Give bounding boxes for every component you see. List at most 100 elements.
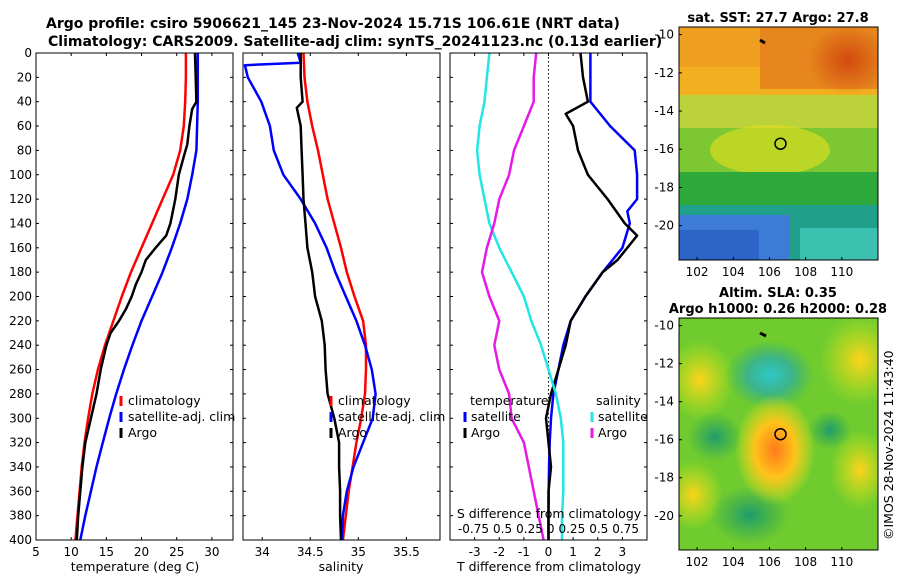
xtick-label: 1 — [569, 545, 577, 559]
ytick-label: 160 — [9, 241, 32, 255]
xtick-label: -2 — [493, 545, 505, 559]
salinity-panel: 34 34.5 35 35.5 salinity climatology satell… — [242, 52, 445, 574]
series-line-satellite-adj-clim — [79, 53, 200, 540]
secondary-tick-labels: -0.75 0.5 0.25 0 0.25 0.5 0.75 — [458, 522, 639, 536]
map-lat-label: -14 — [654, 395, 674, 409]
legend-label-argo: Argo — [128, 425, 157, 440]
xtick-label: 35 — [351, 545, 366, 559]
sla-map-image — [679, 318, 878, 550]
legend-label-climatology: climatology — [128, 393, 201, 408]
ytick-label: 380 — [9, 509, 32, 523]
secondary-tick-label: 0 — [547, 522, 555, 536]
series-line-t-argo — [544, 53, 639, 540]
difference-legend-right: salinity satellite Argo — [590, 393, 648, 440]
xtick-label: 34.5 — [297, 545, 324, 559]
difference-legend-left: temperature satellite Argo — [463, 393, 549, 440]
map-lon-label: 104 — [722, 555, 745, 569]
map-lon-label: 106 — [758, 265, 781, 279]
difference-panel: -3 -2 -1 0 1 2 3 T difference from climatology… — [449, 52, 648, 574]
xtick-label: -1 — [518, 545, 530, 559]
legend-label-t-argo: Argo — [471, 425, 500, 440]
map-lat-label: -16 — [654, 142, 674, 156]
map-lon-label: 108 — [794, 555, 817, 569]
salinity-xlabel: salinity — [319, 559, 364, 574]
ytick-label: 20 — [17, 70, 32, 84]
temperature-xlabel: temperature (deg C) — [71, 559, 200, 574]
legend-label-satellite: satellite-adj. clim — [338, 409, 445, 424]
map-lat-label: -20 — [654, 219, 674, 233]
secondary-tick-label: -0.75 — [458, 522, 489, 536]
sst-map-panel: sat. SST: 27.7 Argo: 27.8 102 104 106 108 11… — [654, 11, 879, 279]
footer-credit: ©IMOS 28-Nov-2024 11:43:40 — [881, 350, 896, 540]
series-line-s-satellite — [475, 53, 565, 540]
legend-title-temperature: temperature — [470, 393, 549, 408]
temperature-panel: 5 10 15 20 25 30 0 20 40 60 80 100 120 140 160 180 200 2… — [9, 46, 235, 574]
secondary-tick-label: 0.75 — [612, 522, 639, 536]
legend-label-climatology: climatology — [338, 393, 411, 408]
legend-label-s-satellite: satellite — [598, 409, 648, 424]
secondary-tick-label: 0.25 — [516, 522, 543, 536]
map-lon-label: 102 — [686, 555, 709, 569]
xtick-label: 0 — [545, 545, 553, 559]
ytick-label: 280 — [9, 387, 32, 401]
series-line-s-argo — [480, 53, 545, 540]
ytick-label: 220 — [9, 314, 32, 328]
sla-float-track — [759, 331, 767, 338]
ytick-label: 240 — [9, 338, 32, 352]
ytick-label: 40 — [17, 95, 32, 109]
ytick-label: 140 — [9, 216, 32, 230]
ytick-label: 60 — [17, 119, 32, 133]
salinity-axes-frame — [242, 52, 441, 541]
ytick-label: 80 — [17, 143, 32, 157]
ytick-label: 400 — [9, 533, 32, 547]
legend-title-salinity: salinity — [596, 393, 641, 408]
xtick-label: 20 — [134, 545, 149, 559]
sla-map-title-line1: Altim. SLA: 0.35 — [719, 286, 837, 301]
sst-map-image — [679, 27, 878, 260]
xtick-label: 34 — [255, 545, 270, 559]
figure-title-line1: Argo profile: csiro 5906621_145 23-Nov-2… — [46, 16, 620, 32]
sst-map-title: sat. SST: 27.7 Argo: 27.8 — [687, 11, 868, 26]
xtick-label: 30 — [204, 545, 219, 559]
xtick-label: 15 — [99, 545, 114, 559]
figure-title-line2: Climatology: CARS2009. Satellite-adj cli… — [48, 34, 662, 50]
map-lat-label: -10 — [654, 28, 674, 42]
map-lat-label: -12 — [654, 66, 674, 80]
legend-label-satellite: satellite-adj. clim — [128, 409, 235, 424]
ytick-label: 300 — [9, 411, 32, 425]
series-line-satellite-adj-clim — [243, 53, 377, 540]
sla-float-marker — [774, 427, 787, 441]
xtick-label: 3 — [619, 545, 627, 559]
ytick-label: 320 — [9, 436, 32, 450]
sst-float-track — [759, 38, 766, 45]
xtick-label: 10 — [64, 545, 79, 559]
difference-xlabel: T difference from climatology — [456, 559, 642, 574]
xtick-label: 35.5 — [393, 545, 420, 559]
map-lat-label: -20 — [654, 509, 674, 523]
ytick-label: 200 — [9, 290, 32, 304]
series-line-argo — [75, 53, 198, 540]
sla-map-title-line2: Argo h1000: 0.26 h2000: 0.28 — [669, 302, 887, 317]
ytick-label: 360 — [9, 484, 32, 498]
map-lon-label: 108 — [794, 265, 817, 279]
ytick-label: 260 — [9, 363, 32, 377]
sst-float-marker — [774, 137, 787, 150]
ytick-label: 340 — [9, 460, 32, 474]
secondary-tick-label: 0.5 — [589, 522, 608, 536]
map-lon-label: 110 — [830, 555, 853, 569]
series-line-t-satellite — [547, 53, 639, 540]
salinity-legend: climatology satellite-adj. clim Argo — [329, 393, 445, 440]
sla-map-panel: Altim. SLA: 0.35 Argo h1000: 0.26 h2000:… — [654, 286, 887, 569]
map-lon-label: 102 — [686, 265, 709, 279]
series-line-argo — [295, 53, 343, 540]
map-lat-label: -16 — [654, 433, 674, 447]
xtick-label: 5 — [32, 545, 40, 559]
sla-map-frame — [678, 317, 879, 551]
legend-label-argo: Argo — [338, 425, 367, 440]
ytick-label: 120 — [9, 192, 32, 206]
difference-top-xlabel: S difference from climatology — [457, 506, 642, 521]
map-lat-label: -12 — [654, 357, 674, 371]
sst-map-frame — [678, 26, 879, 261]
map-lat-label: -18 — [654, 471, 674, 485]
